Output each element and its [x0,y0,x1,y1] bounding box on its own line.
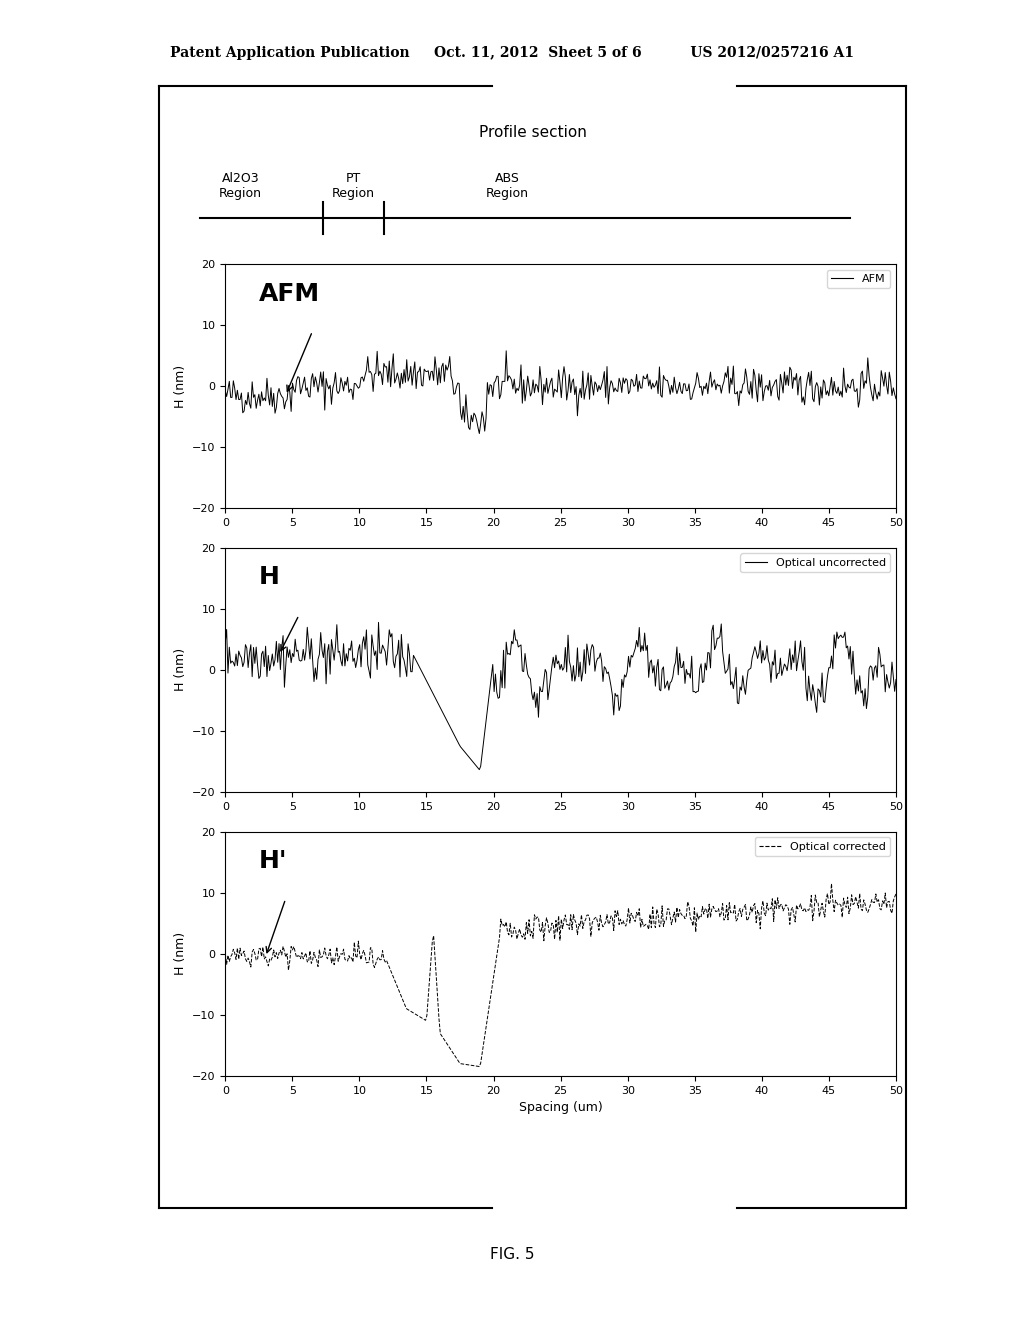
Text: Profile section: Profile section [478,125,587,140]
Legend: Optical uncorrected: Optical uncorrected [740,553,891,573]
Text: Al2O3
Region: Al2O3 Region [219,172,262,199]
Text: FIG. 5: FIG. 5 [489,1247,535,1262]
Text: H: H [259,565,280,590]
Y-axis label: H (nm): H (nm) [173,364,186,408]
Legend: AFM: AFM [826,269,891,289]
X-axis label: Spacing (um): Spacing (um) [519,1101,602,1114]
Text: Patent Application Publication     Oct. 11, 2012  Sheet 5 of 6          US 2012/: Patent Application Publication Oct. 11, … [170,46,854,61]
Text: H': H' [259,849,288,874]
Y-axis label: H (nm): H (nm) [173,932,186,975]
Legend: Optical corrected: Optical corrected [755,837,891,857]
Text: AFM: AFM [259,281,319,306]
Text: PT
Region: PT Region [332,172,375,199]
Y-axis label: H (nm): H (nm) [173,648,186,692]
Text: ABS
Region: ABS Region [485,172,528,199]
